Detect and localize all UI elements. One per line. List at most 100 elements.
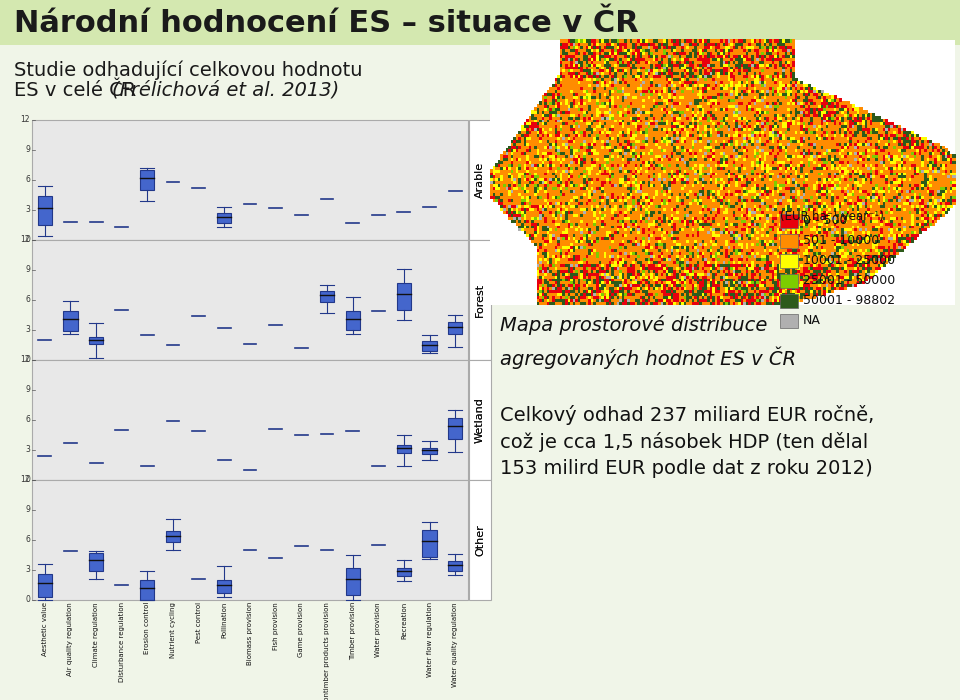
Bar bbox=[754, 246, 756, 249]
Bar bbox=[544, 128, 547, 132]
Bar bbox=[758, 69, 761, 72]
Bar bbox=[735, 102, 738, 105]
Bar bbox=[601, 102, 604, 105]
Bar bbox=[769, 187, 772, 190]
Bar bbox=[593, 166, 596, 169]
Bar bbox=[826, 158, 828, 161]
Bar bbox=[560, 199, 563, 202]
Bar bbox=[508, 204, 511, 208]
Bar bbox=[658, 190, 661, 193]
Bar bbox=[800, 278, 804, 281]
Bar bbox=[694, 57, 697, 61]
Bar bbox=[630, 54, 633, 57]
Bar bbox=[635, 122, 637, 125]
Bar bbox=[609, 199, 612, 202]
Bar bbox=[772, 254, 775, 258]
Bar bbox=[715, 166, 718, 169]
Bar bbox=[663, 146, 666, 149]
Bar bbox=[824, 207, 827, 211]
Bar bbox=[552, 163, 555, 167]
Bar bbox=[630, 72, 633, 76]
Bar bbox=[596, 184, 599, 187]
Bar bbox=[694, 51, 697, 55]
Bar bbox=[604, 278, 607, 281]
Bar bbox=[720, 139, 723, 143]
Bar bbox=[671, 84, 674, 87]
Bar bbox=[503, 172, 506, 176]
Bar bbox=[653, 99, 656, 101]
Bar bbox=[787, 278, 790, 281]
Bar bbox=[639, 136, 643, 140]
Bar bbox=[689, 181, 692, 184]
Bar bbox=[911, 228, 914, 232]
Bar bbox=[573, 143, 576, 146]
Bar bbox=[735, 210, 738, 214]
Bar bbox=[544, 234, 547, 237]
Bar bbox=[784, 90, 787, 93]
Bar bbox=[642, 278, 645, 281]
Bar bbox=[691, 172, 695, 176]
Bar bbox=[653, 60, 656, 64]
Bar bbox=[903, 151, 906, 155]
Bar bbox=[612, 290, 614, 293]
Bar bbox=[547, 175, 550, 178]
Bar bbox=[639, 102, 643, 105]
Bar bbox=[828, 158, 831, 161]
Bar bbox=[573, 266, 576, 270]
Bar bbox=[821, 158, 824, 161]
Bar bbox=[919, 160, 922, 164]
Bar bbox=[772, 199, 775, 202]
Bar bbox=[658, 275, 661, 279]
Bar bbox=[682, 281, 684, 284]
Bar bbox=[844, 158, 847, 161]
Bar bbox=[940, 202, 943, 205]
Bar bbox=[731, 195, 733, 199]
Bar bbox=[560, 219, 563, 223]
Bar bbox=[707, 125, 710, 128]
Bar bbox=[614, 293, 617, 296]
Bar bbox=[632, 266, 636, 270]
Bar bbox=[824, 160, 827, 164]
Bar bbox=[867, 260, 871, 264]
Bar bbox=[712, 87, 715, 90]
Bar bbox=[563, 199, 565, 202]
Bar bbox=[758, 275, 761, 279]
Bar bbox=[795, 190, 798, 193]
Bar bbox=[849, 160, 852, 164]
Bar bbox=[818, 281, 821, 284]
Bar bbox=[749, 287, 752, 290]
Bar bbox=[712, 95, 715, 99]
Bar bbox=[803, 270, 805, 272]
Bar bbox=[537, 251, 540, 255]
Bar bbox=[720, 231, 723, 234]
Bar bbox=[547, 266, 550, 270]
Bar bbox=[772, 69, 775, 72]
Bar bbox=[738, 87, 741, 90]
Bar bbox=[873, 119, 876, 122]
Bar bbox=[784, 166, 787, 169]
Bar bbox=[852, 237, 854, 240]
Bar bbox=[671, 275, 674, 279]
Bar bbox=[849, 158, 852, 161]
Bar bbox=[795, 169, 798, 172]
Bar bbox=[622, 207, 625, 211]
Bar bbox=[676, 87, 679, 90]
Bar bbox=[764, 263, 767, 267]
Bar bbox=[828, 263, 831, 267]
Bar bbox=[663, 54, 666, 57]
Bar bbox=[648, 110, 651, 113]
Bar bbox=[639, 225, 643, 228]
Bar bbox=[885, 122, 888, 125]
Bar bbox=[567, 107, 570, 111]
Bar bbox=[604, 199, 607, 202]
Bar bbox=[903, 172, 906, 176]
Bar bbox=[798, 222, 801, 225]
Bar bbox=[867, 128, 871, 132]
Bar bbox=[682, 125, 684, 128]
Bar bbox=[781, 151, 785, 155]
Bar bbox=[540, 214, 542, 217]
Bar bbox=[852, 214, 854, 217]
Bar bbox=[564, 172, 568, 176]
Bar bbox=[673, 90, 677, 93]
Bar bbox=[873, 125, 876, 128]
